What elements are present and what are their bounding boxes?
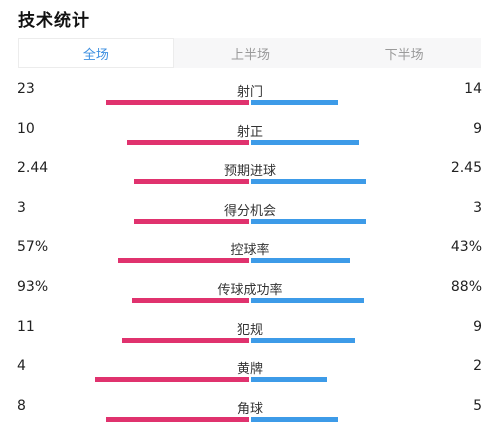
- away-value: 2.45: [450, 160, 482, 177]
- home-value: 3: [17, 199, 26, 216]
- home-bar: [118, 258, 249, 264]
- away-value: 9: [473, 318, 482, 335]
- away-bar: [251, 416, 338, 422]
- home-bar: [122, 337, 249, 343]
- home-bar: [134, 179, 249, 185]
- home-value: 10: [17, 120, 35, 137]
- stat-row-corners: 8 角球 5: [0, 396, 500, 436]
- tab-second-half[interactable]: 下半场: [384, 47, 424, 63]
- away-bar: [251, 139, 359, 145]
- stat-label: 射正: [236, 124, 263, 140]
- away-value: 3: [473, 199, 482, 216]
- home-value: 4: [17, 358, 26, 375]
- tab-full-match[interactable]: 全场: [18, 38, 174, 68]
- home-value: 57%: [17, 239, 49, 256]
- tab-first-half[interactable]: 上半场: [231, 47, 271, 63]
- away-value: 43%: [450, 239, 482, 256]
- stat-label: 射门: [236, 85, 263, 100]
- home-bar: [95, 377, 249, 383]
- home-bar: [127, 139, 249, 145]
- stat-label: 传球成功率: [217, 282, 283, 298]
- away-value: 2: [473, 358, 482, 375]
- stat-row-shots-on-target: 10 射正 9: [0, 119, 500, 159]
- page-title: 技术统计: [18, 11, 90, 31]
- home-bar: [134, 218, 249, 224]
- home-bar: [106, 416, 249, 422]
- stat-row-expected-goals: 2.44 预期进球 2.45: [0, 158, 500, 198]
- away-bar: [251, 337, 355, 343]
- stats-list: 23 射门 14 10 射正 9 2.44 预期进球 2.45 3 得分机会 3…: [0, 79, 500, 435]
- stat-row-fouls: 11 犯规 9: [0, 317, 500, 357]
- stat-label: 得分机会: [223, 203, 276, 219]
- period-tabs: 全场 上半场 下半场: [18, 38, 481, 68]
- stat-label: 犯规: [236, 322, 263, 338]
- away-value: 88%: [450, 278, 482, 295]
- away-bar: [251, 218, 366, 224]
- away-value: 9: [473, 120, 482, 137]
- home-value: 8: [17, 397, 26, 414]
- stat-row-pass-accuracy: 93% 传球成功率 88%: [0, 277, 500, 317]
- home-value: 23: [17, 81, 35, 97]
- stat-label: 控球率: [230, 243, 270, 259]
- stat-row-shots: 23 射门 14: [0, 79, 500, 119]
- away-value: 14: [464, 81, 482, 97]
- away-bar: [251, 297, 364, 303]
- stat-row-big-chances: 3 得分机会 3: [0, 198, 500, 238]
- stat-label: 预期进球: [223, 164, 276, 180]
- stat-row-possession: 57% 控球率 43%: [0, 237, 500, 277]
- stat-row-yellow-cards: 4 黄牌 2: [0, 356, 500, 396]
- home-bar: [106, 100, 249, 105]
- stat-label: 黄牌: [236, 362, 263, 378]
- away-bar: [251, 100, 338, 105]
- away-bar: [251, 377, 327, 383]
- stat-label: 角球: [236, 401, 263, 417]
- away-bar: [251, 179, 366, 185]
- away-value: 5: [473, 397, 482, 414]
- away-bar: [251, 258, 350, 264]
- home-bar: [132, 297, 249, 303]
- home-value: 93%: [17, 278, 49, 295]
- home-value: 2.44: [17, 160, 49, 177]
- home-value: 11: [17, 318, 35, 335]
